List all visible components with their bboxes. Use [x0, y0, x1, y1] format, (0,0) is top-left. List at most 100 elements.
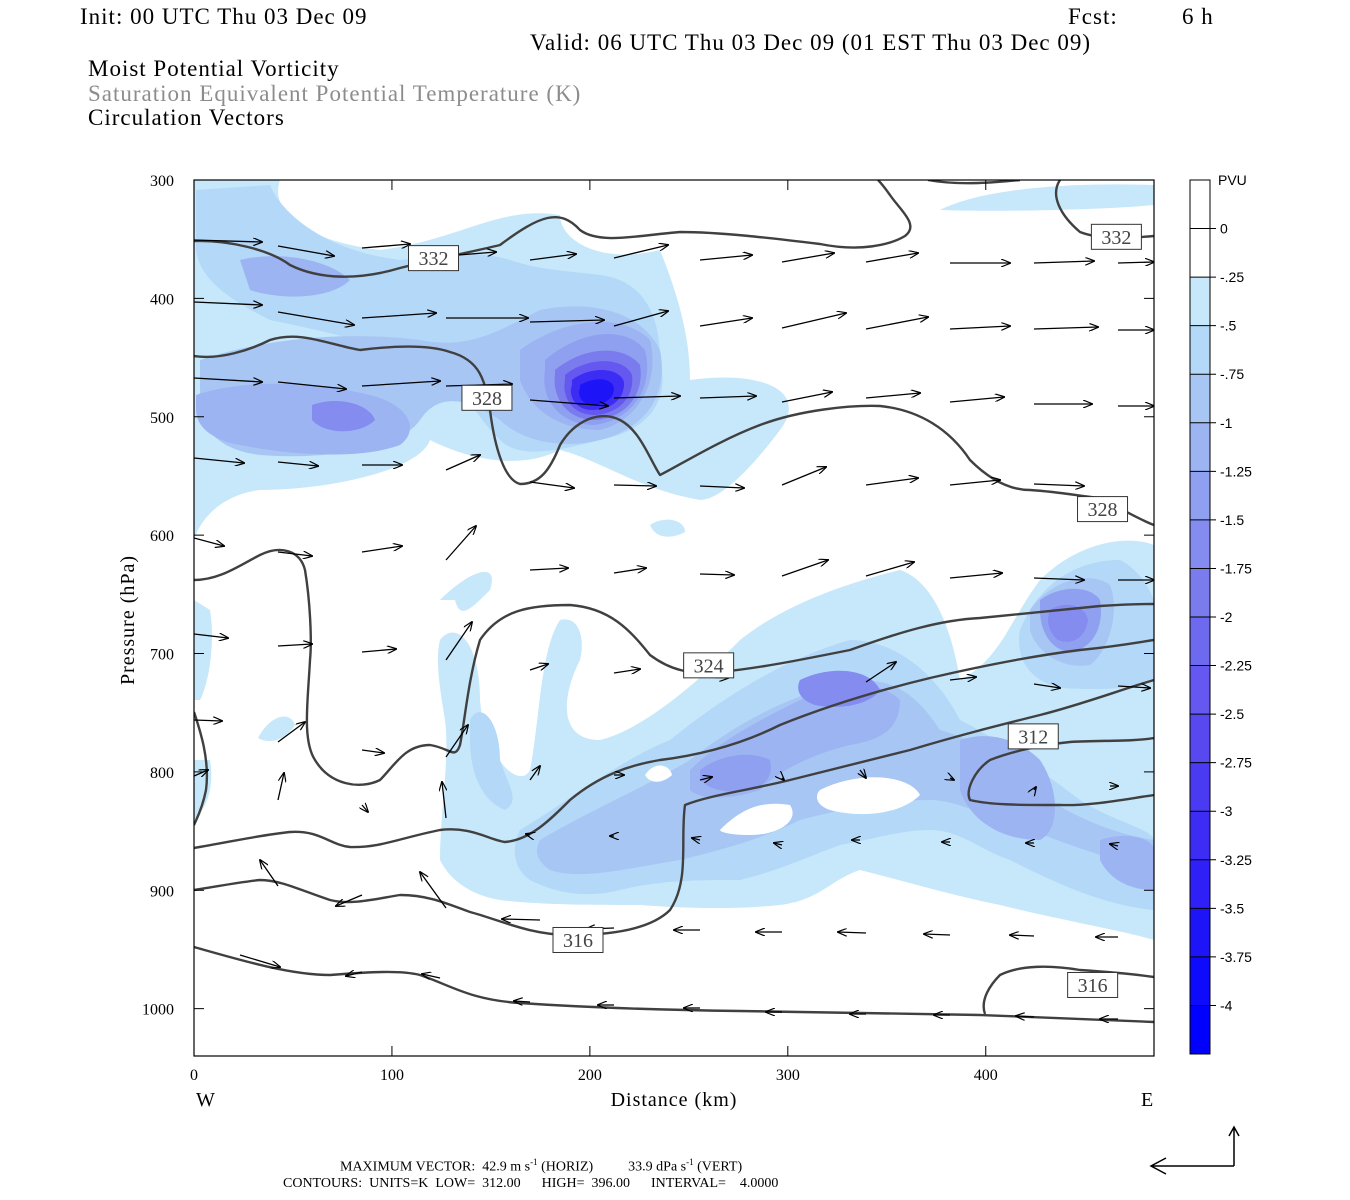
contour-label-box [1077, 496, 1129, 523]
theta-e-contour [194, 945, 1154, 1024]
circulation-vector [194, 770, 208, 776]
circulation-vector [781, 560, 828, 577]
circulation-vector [860, 770, 866, 778]
colorbar-swatch [1190, 714, 1210, 764]
pv-shade [1048, 604, 1088, 642]
circulation-vector [529, 320, 604, 322]
field-title-vectors: Circulation Vectors [88, 105, 285, 130]
colorbar-swatch [1190, 325, 1210, 375]
contour-label: 332 [1101, 227, 1131, 249]
contour-label: 324 [694, 655, 724, 677]
circulation-vector [194, 537, 224, 546]
pv-shade [940, 184, 1154, 211]
circulation-vector [277, 644, 312, 646]
circulation-vector [782, 778, 784, 780]
colorbar-swatch [1190, 568, 1210, 618]
colorbar-swatch [1190, 617, 1210, 667]
colorbar-swatch [1190, 228, 1210, 278]
colorbar-label: -2.25 [1220, 658, 1252, 674]
contour-label: 316 [1078, 975, 1108, 997]
circulation-vector [865, 393, 920, 399]
circulation-vector [699, 255, 752, 261]
plot-frame [193, 179, 1155, 1057]
contour-label: 328 [1088, 499, 1118, 521]
contour-label-box [552, 926, 604, 953]
pv-shade [440, 571, 492, 611]
circulation-vector [529, 481, 574, 488]
pv-shade [579, 379, 614, 405]
field-title-mpv: Moist Potential Vorticity [88, 56, 340, 81]
forecast-label: Fcst: [1068, 4, 1118, 29]
colorbar-unit: PVU [1218, 172, 1247, 188]
field-title-thetae: Saturation Equivalent Potential Temperat… [88, 81, 582, 106]
colorbar-label: 0 [1220, 221, 1228, 237]
circulation-vector [1033, 327, 1098, 329]
colorbar-label: -.25 [1220, 269, 1244, 285]
circulation-vector [699, 486, 744, 488]
circulation-vector [239, 954, 280, 967]
contour-info-note: CONTOURS: UNITS=K LOW= 312.00 HIGH= 396.… [283, 1176, 779, 1191]
theta-e-contour [967, 736, 1154, 807]
theta-e-contour [927, 180, 1021, 185]
circulation-vector [865, 662, 896, 683]
colorbar-label: -.75 [1220, 366, 1244, 382]
circulation-vector [529, 766, 540, 781]
circulation-vector [442, 782, 446, 819]
circulation-vector [346, 972, 363, 976]
y-tick-label: 700 [150, 647, 174, 664]
colorbar-swatch [1190, 762, 1210, 812]
contour-label: 328 [472, 388, 502, 410]
circulation-vector [865, 562, 914, 577]
circulation-vector [692, 838, 700, 840]
circulation-vector [613, 311, 668, 327]
contour-label-box [408, 245, 460, 272]
circulation-vector [514, 1001, 531, 1002]
circulation-vector [420, 872, 447, 909]
circulation-vector [613, 396, 680, 398]
circulation-vector [1033, 578, 1084, 580]
circulation-vector [699, 318, 752, 327]
circulation-vector [277, 311, 354, 325]
circulation-vector [613, 669, 640, 673]
circulation-vector [445, 455, 480, 471]
circulation-vector [781, 467, 826, 486]
circulation-vector [194, 457, 244, 463]
circulation-vector [699, 396, 756, 398]
theta-e-contour [982, 965, 1154, 1015]
valid-time: Valid: 06 UTC Thu 03 Dec 09 (01 EST Thu … [530, 30, 1092, 55]
circulation-vector [194, 240, 262, 242]
contour-label-box [1007, 723, 1059, 750]
circulation-vector [361, 244, 410, 248]
circulation-vector [277, 381, 346, 389]
pv-shade [700, 754, 771, 792]
circulation-vector [865, 317, 928, 330]
colorbar-swatch [1190, 471, 1210, 521]
circulation-vector [1033, 261, 1094, 263]
circulation-vector [445, 622, 472, 661]
reference-vector-icon [1149, 1125, 1240, 1175]
circulation-vector [774, 843, 782, 845]
axis-tick-labels: 0 100 200 300 400 300 400 500 600 700 800 900 1000 [142, 173, 998, 1084]
colorbar-swatch [1190, 908, 1210, 958]
circulation-vector [699, 777, 712, 780]
colorbar-label: -1.75 [1220, 560, 1252, 576]
pv-shade [258, 716, 295, 742]
circulation-vector [445, 725, 468, 758]
circulation-vector [529, 399, 608, 406]
colorbar-swatch [1190, 811, 1210, 861]
circulation-vector [949, 397, 1004, 403]
circulation-vector [336, 894, 363, 906]
colorbar-label: -1 [1220, 415, 1233, 431]
circulation-vector [502, 919, 541, 920]
circulation-vector [194, 377, 262, 382]
x-axis-title: Distance (km) [611, 1089, 738, 1111]
colorbar-swatch [1190, 277, 1210, 327]
circulation-vector [1033, 484, 1084, 486]
contour-label-box [1090, 223, 1142, 250]
circulation-vector [361, 649, 396, 652]
pv-shade [194, 600, 212, 700]
pvu-colorbar: 0 -.25 -.5 -.75 -1 -1.25 -1.5 -1.75 -2 -2.25 -2.5 -… [1189, 179, 1252, 1055]
circulation-vector [361, 381, 440, 387]
circulation-vector [445, 526, 476, 561]
